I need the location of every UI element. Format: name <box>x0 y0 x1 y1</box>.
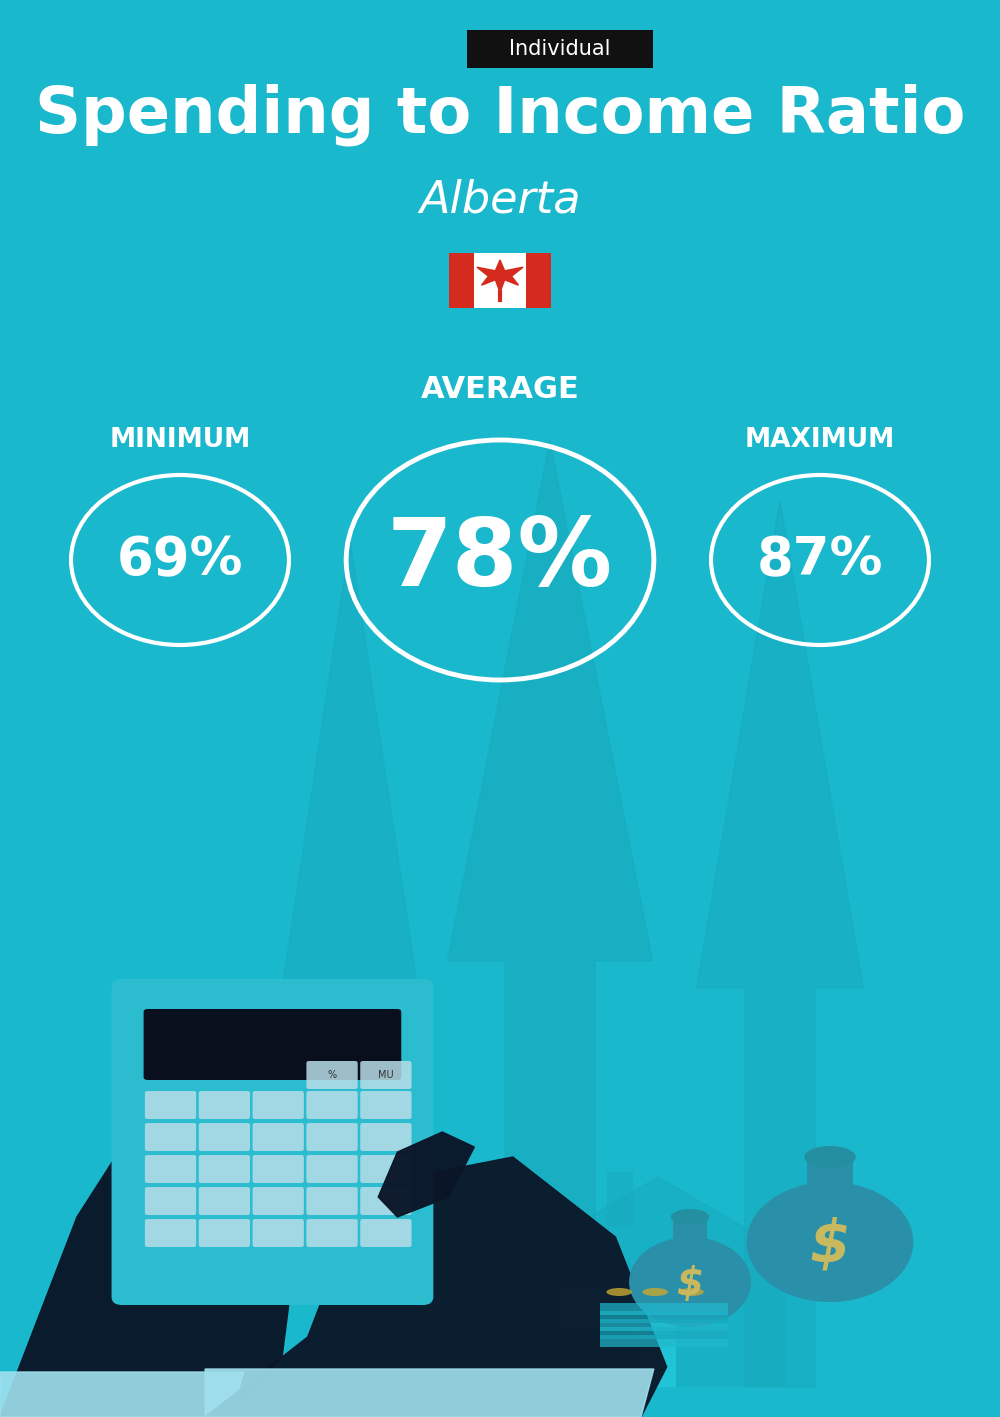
Text: $: $ <box>810 1217 850 1274</box>
FancyBboxPatch shape <box>145 1124 196 1151</box>
Ellipse shape <box>678 1288 704 1297</box>
FancyBboxPatch shape <box>360 1187 412 1214</box>
Text: Individual: Individual <box>509 40 611 60</box>
Bar <box>673 1219 707 1241</box>
Polygon shape <box>697 500 863 1387</box>
Ellipse shape <box>747 1182 913 1302</box>
Text: MINIMUM: MINIMUM <box>109 427 251 453</box>
FancyBboxPatch shape <box>306 1155 358 1183</box>
FancyBboxPatch shape <box>360 1091 412 1119</box>
FancyBboxPatch shape <box>199 1155 250 1183</box>
Text: $: $ <box>676 1265 704 1304</box>
FancyBboxPatch shape <box>253 1091 304 1119</box>
Ellipse shape <box>629 1237 751 1326</box>
FancyBboxPatch shape <box>360 1219 412 1247</box>
Bar <box>607 1172 633 1227</box>
Text: 78%: 78% <box>387 514 613 606</box>
FancyBboxPatch shape <box>306 1124 358 1151</box>
FancyBboxPatch shape <box>145 1155 196 1183</box>
FancyBboxPatch shape <box>306 1091 358 1119</box>
FancyBboxPatch shape <box>144 1009 401 1080</box>
Text: Alberta: Alberta <box>419 179 581 221</box>
FancyBboxPatch shape <box>199 1219 250 1247</box>
Polygon shape <box>378 1132 474 1217</box>
Text: 69%: 69% <box>117 534 243 587</box>
Bar <box>807 1162 853 1192</box>
Ellipse shape <box>804 1146 856 1168</box>
Bar <box>449 252 474 307</box>
Polygon shape <box>0 1372 244 1417</box>
Text: %: % <box>327 1070 337 1080</box>
Text: MU: MU <box>378 1070 394 1080</box>
FancyBboxPatch shape <box>360 1155 412 1183</box>
Text: AVERAGE: AVERAGE <box>421 376 579 404</box>
Polygon shape <box>477 259 523 292</box>
FancyBboxPatch shape <box>199 1124 250 1151</box>
FancyBboxPatch shape <box>360 1061 412 1090</box>
Ellipse shape <box>671 1209 709 1226</box>
FancyBboxPatch shape <box>253 1219 304 1247</box>
Polygon shape <box>205 1369 654 1417</box>
FancyBboxPatch shape <box>199 1187 250 1214</box>
Bar <box>638 1322 676 1387</box>
Bar <box>600 1326 728 1339</box>
FancyBboxPatch shape <box>199 1091 250 1119</box>
FancyBboxPatch shape <box>253 1187 304 1214</box>
FancyBboxPatch shape <box>145 1091 196 1119</box>
Bar <box>530 1267 786 1387</box>
Bar <box>600 1335 728 1348</box>
Bar <box>600 1304 728 1315</box>
Bar <box>449 252 551 307</box>
Text: 87%: 87% <box>757 534 883 587</box>
FancyBboxPatch shape <box>306 1187 358 1214</box>
Bar <box>556 1287 601 1332</box>
Bar <box>526 252 551 307</box>
Polygon shape <box>447 441 653 1387</box>
Text: Spending to Income Ratio: Spending to Income Ratio <box>35 84 965 146</box>
FancyBboxPatch shape <box>253 1155 304 1183</box>
Polygon shape <box>279 540 421 1387</box>
FancyBboxPatch shape <box>145 1219 196 1247</box>
Bar <box>600 1311 728 1323</box>
Polygon shape <box>0 1117 295 1417</box>
FancyBboxPatch shape <box>112 979 433 1305</box>
FancyBboxPatch shape <box>145 1187 196 1214</box>
FancyBboxPatch shape <box>253 1124 304 1151</box>
FancyBboxPatch shape <box>467 30 653 68</box>
Polygon shape <box>205 1158 667 1417</box>
Ellipse shape <box>606 1288 632 1297</box>
FancyBboxPatch shape <box>306 1061 358 1090</box>
Ellipse shape <box>642 1288 668 1297</box>
Text: MAXIMUM: MAXIMUM <box>745 427 895 453</box>
Bar <box>600 1319 728 1331</box>
FancyBboxPatch shape <box>360 1124 412 1151</box>
Polygon shape <box>504 1178 812 1267</box>
FancyBboxPatch shape <box>306 1219 358 1247</box>
